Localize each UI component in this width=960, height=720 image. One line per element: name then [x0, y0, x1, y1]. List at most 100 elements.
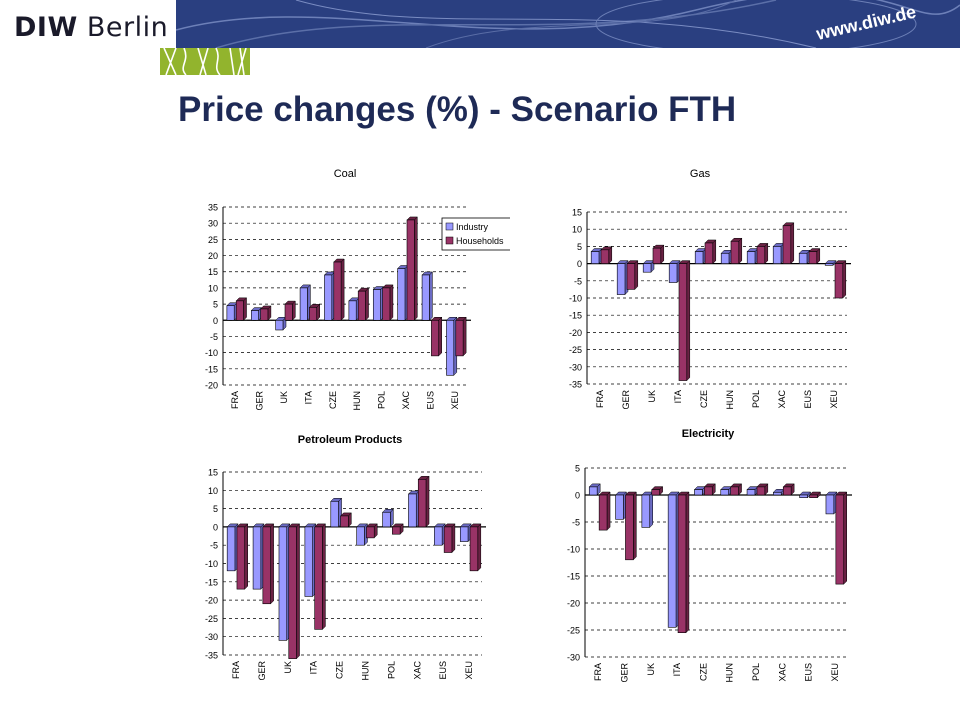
bar-front [357, 290, 366, 321]
bar-front [808, 251, 818, 264]
y-tick-label: 0 [575, 491, 580, 501]
bar-side [438, 316, 442, 357]
bar-front [694, 489, 703, 496]
bar-side [686, 259, 691, 382]
x-tick-label: UK [646, 663, 656, 676]
y-tick-label: 0 [213, 522, 218, 532]
y-tick-label: -20 [569, 328, 582, 338]
x-tick-label: HUN [352, 391, 362, 411]
bar-front [835, 494, 845, 585]
y-tick-label: 0 [577, 259, 582, 269]
bar-front [348, 300, 357, 321]
x-tick-label: CZE [328, 391, 338, 409]
bar-uk-industry [275, 316, 287, 331]
bar-hun-industry [720, 249, 733, 265]
bar-front [260, 308, 269, 321]
chart-title: Petroleum Products [298, 434, 403, 446]
bar-front [459, 526, 469, 542]
bar-side [649, 491, 653, 529]
bar-front [809, 494, 818, 499]
bar-eus-households [808, 491, 822, 499]
bar-side [712, 239, 717, 265]
bar-uk-industry [641, 491, 654, 529]
y-tick-label: -10 [205, 348, 218, 358]
x-tick-label: ITA [672, 663, 682, 676]
x-tick-label: HUN [725, 390, 735, 410]
bar-hun-households [357, 287, 370, 321]
y-tick-label: -15 [567, 572, 580, 582]
bar-front [408, 493, 417, 528]
bar-fra-households [235, 297, 248, 321]
bar-xac-industry [407, 490, 420, 528]
bar-side [842, 259, 847, 299]
bar-front [262, 526, 271, 605]
bar-side [414, 216, 418, 321]
x-tick-label: XEU [450, 391, 460, 410]
bar-front [299, 287, 308, 321]
x-tick-label: ITA [309, 661, 319, 674]
bar-pol-industry [746, 485, 759, 496]
bar-front [226, 526, 236, 572]
bar-xac-industry [772, 488, 785, 496]
bar-front [446, 319, 455, 376]
bar-front [236, 526, 246, 590]
bar-front [314, 526, 323, 630]
x-tick-label: FRA [595, 390, 605, 408]
bar-xeu-industry [459, 523, 472, 543]
chart-gas: Gas 15 10 5 0 -5 -10 -15 -20 -25 -30 -35 FRA GER UK ITA… [569, 168, 851, 410]
y-tick-label: -5 [210, 541, 218, 551]
bar-pol-industry [372, 285, 385, 321]
bar-uk-industry [278, 523, 291, 641]
bar-front [252, 526, 262, 590]
bar-side [451, 523, 456, 554]
bar-ger-households [624, 491, 637, 561]
y-tick-label: 15 [208, 468, 218, 478]
bar-front [641, 494, 651, 528]
y-tick-label: -20 [205, 381, 218, 391]
x-tick-label: EUS [425, 391, 435, 410]
bar-front [616, 263, 626, 295]
chart-title: Coal [334, 168, 357, 180]
bar-xeu-industry [825, 491, 838, 515]
bar-side [477, 523, 482, 572]
y-tick-label: 10 [208, 486, 218, 496]
y-tick-label: 0 [213, 316, 218, 326]
bar-front [730, 486, 739, 496]
bar-cze-households [339, 512, 352, 528]
legend: Industry Households [441, 217, 510, 251]
bar-xac-households [782, 222, 795, 265]
y-tick-label: -25 [205, 614, 218, 624]
bar-side [389, 284, 394, 321]
bar-fra-industry [226, 302, 238, 321]
legend-label: Industry [456, 222, 489, 232]
page-title: Price changes (%) - Scenario FTH [178, 90, 737, 129]
bar-ger-households [259, 305, 272, 321]
bar-side [764, 242, 769, 265]
bar-xeu-households [469, 523, 482, 572]
bar-xac-households [782, 483, 795, 496]
bar-cze-industry [694, 247, 707, 265]
x-tick-label: XAC [401, 391, 411, 410]
x-tick-label: FRA [230, 391, 240, 409]
y-tick-label: -10 [205, 559, 218, 569]
bar-eus-households [430, 316, 443, 357]
bar-uk-households [288, 523, 301, 660]
bar-ger-industry [616, 259, 629, 296]
bar-eus-households [443, 523, 456, 554]
bar-eus-industry [433, 523, 446, 546]
y-tick-label: 5 [213, 504, 218, 514]
x-tick-label: FRA [593, 663, 603, 681]
y-tick-label: -25 [569, 345, 582, 355]
bar-eus-households [808, 247, 821, 265]
legend-swatch [445, 222, 454, 231]
x-tick-label: XEU [829, 390, 839, 409]
x-tick-label: EUS [804, 663, 814, 682]
bar-uk-households [652, 244, 665, 265]
bar-front [756, 246, 766, 264]
bar-front [824, 263, 834, 266]
x-tick-label: CZE [335, 661, 345, 679]
bar-ita-industry [299, 284, 312, 321]
bar-front [667, 494, 677, 628]
y-tick-label: -15 [205, 577, 218, 587]
bar-xeu-households [834, 259, 847, 299]
